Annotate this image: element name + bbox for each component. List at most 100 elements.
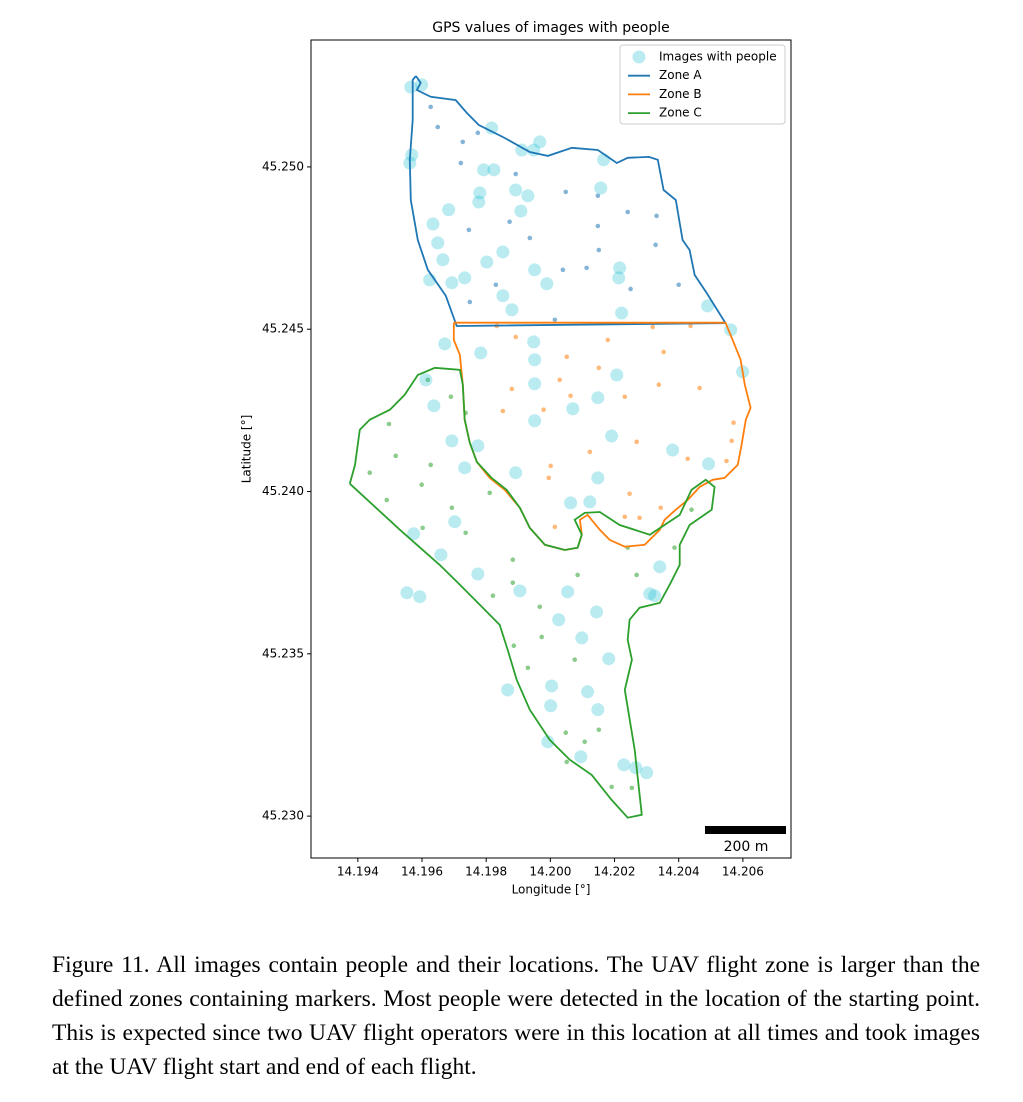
image-point <box>574 750 588 764</box>
image-point <box>575 631 589 645</box>
zone-point <box>587 449 593 455</box>
zone-point <box>634 572 639 578</box>
image-point <box>480 255 494 269</box>
legend-label: Images with people <box>659 50 777 64</box>
image-point <box>533 135 547 149</box>
zone-point <box>552 317 558 323</box>
zone-point <box>731 420 736 426</box>
image-point <box>474 346 488 360</box>
legend-label: Zone C <box>659 106 702 120</box>
zone-point <box>672 545 677 550</box>
image-point <box>610 368 624 382</box>
image-point <box>487 163 501 177</box>
zone-point <box>634 439 639 445</box>
image-point <box>473 186 487 200</box>
zone-point <box>463 530 468 536</box>
y-tick-label: 45.235 <box>262 646 304 660</box>
zone-point <box>428 104 433 110</box>
image-point <box>405 148 419 162</box>
zone-point <box>676 282 682 288</box>
image-point <box>477 163 491 177</box>
zone-point <box>596 365 602 371</box>
zone-point <box>582 739 587 745</box>
zone-point <box>510 557 516 562</box>
image-point <box>583 495 597 509</box>
zone-point <box>487 490 493 496</box>
zone-point <box>420 525 425 531</box>
zone-point <box>572 657 578 662</box>
x-tick-label: 14.206 <box>722 865 764 879</box>
image-point <box>407 527 421 541</box>
zone-point <box>458 160 464 166</box>
legend-label: Zone A <box>659 68 702 82</box>
zone-point <box>475 130 481 136</box>
figure-caption: Figure 11. All images contain people and… <box>52 952 980 1080</box>
y-tick-label: 45.245 <box>262 322 304 336</box>
zone-boundary <box>348 366 716 819</box>
zone-point <box>386 421 392 427</box>
chart-title: GPS values of images with people <box>432 20 670 36</box>
zone-point <box>596 247 602 253</box>
image-point <box>521 189 535 203</box>
zone-point <box>568 393 573 399</box>
image-point <box>515 143 529 157</box>
image-point <box>666 443 680 457</box>
image-point <box>545 679 559 693</box>
image-point <box>427 399 441 413</box>
x-tick-label: 14.202 <box>594 865 636 879</box>
image-point <box>581 685 595 699</box>
image-point <box>702 457 716 471</box>
zone-point <box>539 634 544 640</box>
image-point <box>591 703 605 717</box>
image-point <box>496 289 510 303</box>
zone-point <box>511 643 517 649</box>
zone-point <box>425 377 431 383</box>
image-point <box>496 245 510 259</box>
zone-point <box>637 515 642 521</box>
image-point <box>648 589 662 603</box>
image-point <box>472 195 486 209</box>
zone-point <box>460 139 466 145</box>
image-point <box>485 121 499 135</box>
image-point <box>594 181 608 195</box>
y-axis-label: Latitude [°] <box>240 415 254 484</box>
zone-point <box>513 334 519 340</box>
image-point <box>400 586 414 600</box>
image-point <box>509 183 523 197</box>
zone-point <box>656 382 662 388</box>
zone-point <box>563 189 569 195</box>
zone-point <box>609 784 614 790</box>
image-point <box>640 766 654 780</box>
image-point <box>612 271 626 285</box>
zone-point <box>507 219 512 225</box>
zone-point <box>622 514 628 520</box>
x-tick-label: 14.200 <box>529 865 571 879</box>
image-point <box>501 683 515 697</box>
zone-point <box>628 286 633 292</box>
image-point <box>541 735 555 749</box>
chart: GPS values of images with people Longitu… <box>240 20 792 897</box>
zone-point <box>435 124 441 130</box>
image-point <box>528 263 542 277</box>
zone-point <box>685 456 690 462</box>
zone-point <box>584 265 589 271</box>
zone-point <box>467 299 473 305</box>
zone-point <box>625 209 630 215</box>
zone-boundary <box>452 321 752 551</box>
zone-point <box>490 593 496 599</box>
image-point <box>643 587 657 601</box>
zone-point <box>724 458 729 464</box>
legend-label: Zone B <box>659 87 702 101</box>
zone-point <box>500 408 506 414</box>
zone-point <box>367 470 373 475</box>
zone-point <box>419 482 424 488</box>
image-point <box>471 567 485 581</box>
zone-point <box>525 665 531 671</box>
y-tick-label: 45.250 <box>262 159 304 173</box>
zone-point <box>622 394 628 400</box>
y-tick-label: 45.230 <box>262 809 304 823</box>
zone-point <box>541 407 546 413</box>
image-point <box>442 203 456 217</box>
image-point <box>561 585 575 599</box>
zone-point <box>428 462 433 468</box>
